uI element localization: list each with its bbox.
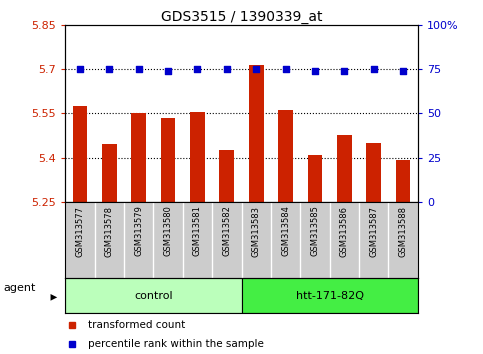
Bar xyxy=(278,110,293,202)
Text: GSM313588: GSM313588 xyxy=(398,206,408,257)
Text: GSM313581: GSM313581 xyxy=(193,206,202,256)
Point xyxy=(135,66,142,72)
Bar xyxy=(219,150,234,202)
Text: GSM313585: GSM313585 xyxy=(311,206,319,256)
Bar xyxy=(367,143,381,202)
Point xyxy=(252,66,260,72)
Bar xyxy=(249,64,264,202)
Text: GSM313580: GSM313580 xyxy=(164,206,172,256)
Title: GDS3515 / 1390339_at: GDS3515 / 1390339_at xyxy=(161,10,322,24)
Text: GSM313578: GSM313578 xyxy=(105,206,114,257)
Bar xyxy=(102,144,116,202)
Text: percentile rank within the sample: percentile rank within the sample xyxy=(88,339,264,349)
Bar xyxy=(337,136,352,202)
Bar xyxy=(308,155,322,202)
Bar xyxy=(242,278,418,313)
Point xyxy=(370,66,378,72)
Point xyxy=(76,66,84,72)
Point xyxy=(282,66,289,72)
Point xyxy=(399,68,407,74)
Text: htt-171-82Q: htt-171-82Q xyxy=(296,291,364,301)
Bar xyxy=(65,278,242,313)
Text: GSM313583: GSM313583 xyxy=(252,206,261,257)
Bar xyxy=(72,106,87,202)
Text: transformed count: transformed count xyxy=(88,320,185,330)
Text: GSM313577: GSM313577 xyxy=(75,206,85,257)
Point xyxy=(223,66,231,72)
Bar xyxy=(131,113,146,202)
Bar xyxy=(396,160,411,202)
Point xyxy=(341,68,348,74)
Text: GSM313579: GSM313579 xyxy=(134,206,143,256)
Text: GSM313582: GSM313582 xyxy=(222,206,231,256)
Bar xyxy=(161,118,175,202)
Point xyxy=(105,66,113,72)
Point xyxy=(164,68,172,74)
Text: GSM313586: GSM313586 xyxy=(340,206,349,257)
Text: GSM313587: GSM313587 xyxy=(369,206,378,257)
Text: GSM313584: GSM313584 xyxy=(281,206,290,256)
Text: control: control xyxy=(134,291,172,301)
Text: agent: agent xyxy=(3,283,36,293)
Bar xyxy=(190,112,205,202)
Point xyxy=(194,66,201,72)
Point xyxy=(311,68,319,74)
